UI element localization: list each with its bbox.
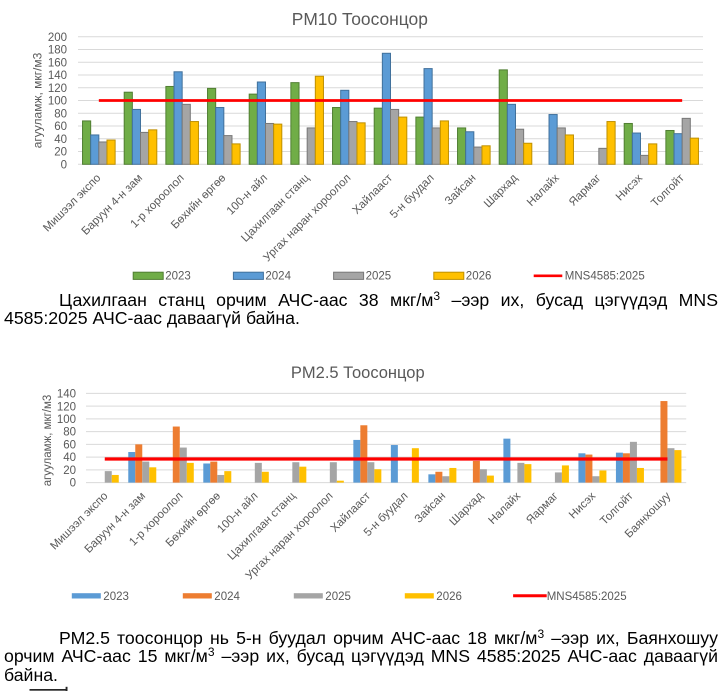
svg-text:60: 60 [54, 121, 67, 133]
svg-text:Ургах наран хороолол: Ургах наран хороолол [261, 172, 353, 264]
svg-text:агууламж, мкг/м3: агууламж, мкг/м3 [30, 52, 44, 148]
svg-text:Яармаг: Яармаг [524, 490, 560, 526]
svg-text:100-н айл: 100-н айл [225, 172, 270, 217]
svg-text:2026: 2026 [436, 591, 462, 603]
svg-text:100: 100 [57, 414, 76, 426]
svg-text:120: 120 [48, 83, 67, 95]
svg-text:MNS4585:2025: MNS4585:2025 [547, 591, 627, 603]
svg-text:PM2.5 Тоосонцор: PM2.5 Тоосонцор [291, 364, 425, 382]
svg-text:2025: 2025 [325, 591, 351, 603]
svg-text:20: 20 [54, 147, 67, 159]
svg-text:60: 60 [63, 439, 76, 451]
svg-text:2024: 2024 [265, 271, 291, 283]
svg-text:Яармаг: Яармаг [567, 172, 603, 208]
svg-text:Шархад: Шархад [482, 172, 520, 210]
svg-text:120: 120 [57, 401, 76, 413]
svg-text:2025: 2025 [366, 271, 392, 283]
svg-text:агууламж, мкг/м3: агууламж, мкг/м3 [42, 395, 54, 487]
svg-text:Налайх: Налайх [486, 490, 523, 527]
svg-text:200: 200 [48, 32, 67, 44]
svg-text:Цахилгаан станц: Цахилгаан станц [226, 490, 299, 563]
svg-text:0: 0 [70, 478, 76, 490]
svg-text:20: 20 [63, 465, 76, 477]
svg-text:MNS4585:2025: MNS4585:2025 [565, 271, 645, 283]
svg-text:Нисэх: Нисэх [567, 490, 598, 521]
svg-text:Зайсан: Зайсан [443, 172, 479, 208]
svg-text:5-н буудал: 5-н буудал [388, 172, 437, 221]
svg-text:80: 80 [63, 427, 76, 439]
svg-text:100: 100 [48, 96, 67, 108]
svg-text:2023: 2023 [103, 591, 129, 603]
svg-text:2023: 2023 [165, 271, 191, 283]
svg-text:40: 40 [63, 452, 76, 464]
svg-text:Налайх: Налайх [525, 172, 562, 209]
svg-text:160: 160 [48, 57, 67, 69]
svg-text:140: 140 [57, 389, 76, 401]
svg-text:180: 180 [48, 45, 67, 57]
svg-text:0: 0 [61, 159, 67, 171]
svg-text:Толгойт: Толгойт [598, 490, 636, 528]
svg-text:Хайлааст: Хайлааст [351, 172, 396, 217]
svg-text:140: 140 [48, 70, 67, 82]
svg-text:Зайсан: Зайсан [413, 490, 449, 526]
svg-text:PM10 Тоосонцор: PM10 Тоосонцор [292, 9, 428, 29]
svg-text:Нисэх: Нисэх [614, 172, 645, 203]
svg-text:40: 40 [54, 134, 67, 146]
svg-text:Шархад: Шархад [448, 490, 486, 528]
svg-text:2024: 2024 [214, 591, 240, 603]
svg-text:Толгойт: Толгойт [649, 172, 687, 210]
svg-text:2026: 2026 [466, 271, 492, 283]
svg-text:80: 80 [54, 108, 67, 120]
